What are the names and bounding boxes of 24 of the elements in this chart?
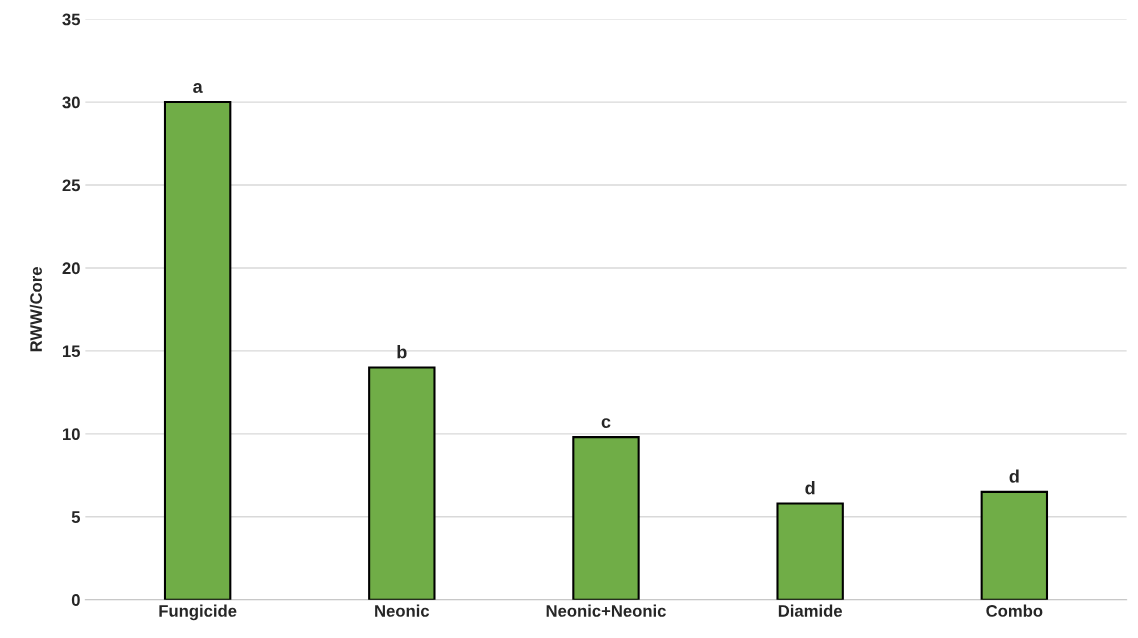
y-axis-title: RWW/Core [29, 267, 43, 352]
y-tick-label: 35 [62, 13, 81, 26]
annotation: d [805, 481, 815, 495]
y-tick-label: 25 [62, 179, 81, 192]
x-tick-label: Neonic [375, 604, 430, 617]
x-tick-label: Neonic+Neonic [546, 604, 666, 617]
annotation: c [601, 418, 611, 429]
annotation: b [397, 345, 407, 359]
x-tick-label: Fungicide [159, 604, 237, 621]
y-tick-label: 20 [62, 262, 80, 275]
y-tick-label: 5 [71, 511, 81, 523]
y-tick-label: 10 [63, 428, 80, 441]
bar [776, 502, 844, 600]
bar [572, 436, 640, 600]
annotation: a [193, 83, 203, 93]
bar [368, 366, 436, 600]
bar [163, 101, 232, 600]
annotation: d [1009, 469, 1019, 483]
x-tick-label: Diamide [778, 604, 843, 617]
y-tick-label: 15 [63, 345, 81, 358]
x-tick-label: Combo [986, 604, 1043, 617]
y-tick-label: 30 [62, 96, 80, 109]
y-tick-label: 0 [71, 594, 80, 606]
bar [980, 490, 1049, 600]
